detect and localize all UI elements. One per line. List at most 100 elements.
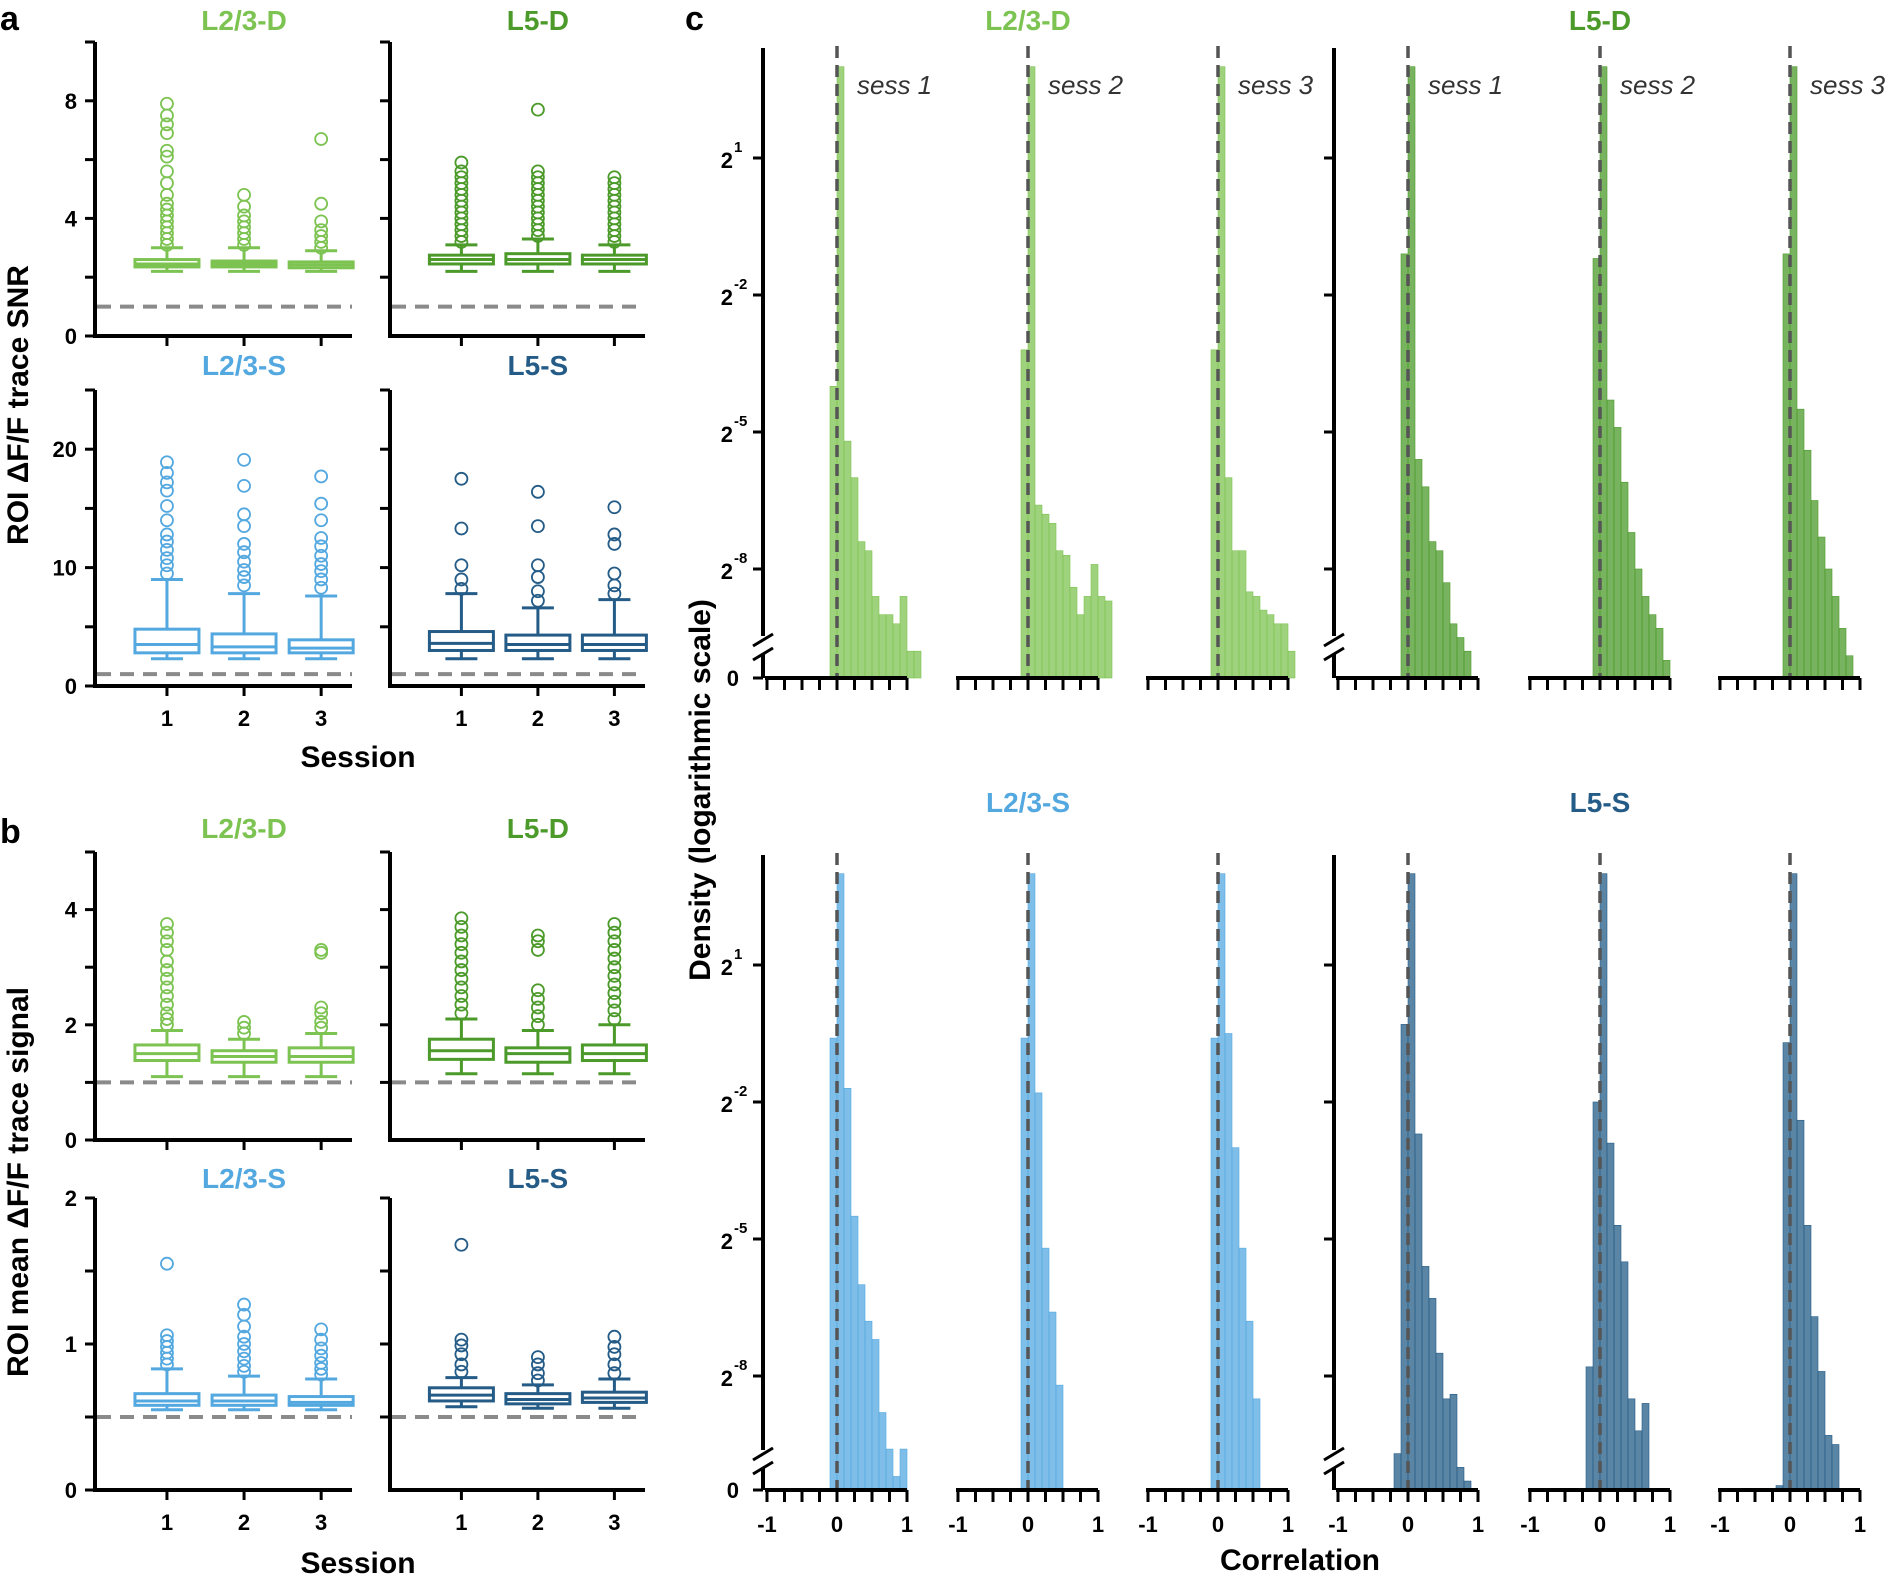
flier-point — [454, 937, 469, 952]
y-tick-exponent: 1 — [734, 139, 742, 156]
flier-point — [531, 1373, 545, 1388]
flier-point — [160, 499, 174, 513]
hist-bar — [864, 1320, 873, 1491]
hist-bar — [1796, 408, 1805, 679]
flier-point — [160, 925, 174, 940]
flier-point — [454, 170, 469, 185]
hist-bar — [913, 650, 922, 679]
panel-title: L2/3-S — [202, 1163, 286, 1194]
y-tick-exponent: -5 — [734, 1220, 747, 1237]
flier-point — [237, 1337, 251, 1351]
box-iqr — [580, 633, 648, 652]
hist-bar — [1662, 660, 1671, 679]
flier-point — [314, 223, 329, 238]
box-session-2 — [210, 187, 278, 273]
flier-point — [531, 484, 545, 499]
hist-bar — [892, 623, 901, 679]
hist-L2/3-D-sess3 — [1146, 46, 1296, 690]
flier-point — [314, 196, 329, 211]
hist-bar — [1442, 582, 1451, 679]
hist-bar — [1421, 1266, 1430, 1491]
flier-point — [531, 934, 545, 949]
flier-point — [454, 1332, 469, 1347]
panel-b-ylabel: ROI mean ΔF/F trace signal — [2, 987, 35, 1377]
panel-title: L2/3-S — [202, 350, 286, 381]
y-tick-zero: 0 — [727, 666, 739, 691]
flier-point — [314, 1006, 329, 1021]
y-tick-label: 0 — [65, 324, 77, 349]
hist-bar — [871, 1339, 880, 1491]
flier-point — [607, 578, 622, 593]
flier-point — [531, 102, 545, 117]
hist-L5-S-sess1 — [1323, 853, 1480, 1502]
x-tick-label: 0 — [1212, 1512, 1224, 1537]
flier-point — [531, 593, 545, 608]
flier-point — [237, 1015, 251, 1029]
hist-bar — [906, 650, 915, 679]
hist-bar — [1796, 1119, 1805, 1491]
hist-bar — [885, 614, 894, 679]
flier-point — [237, 1351, 251, 1366]
flier-point — [237, 545, 251, 560]
axis-break-mark — [752, 632, 774, 648]
flier-point — [160, 187, 174, 202]
hist-bar — [892, 1476, 901, 1491]
flier-point — [454, 1357, 469, 1372]
flier-point — [531, 1000, 545, 1015]
hist-bar — [1634, 568, 1643, 679]
x-tick-label: 0 — [1784, 1512, 1796, 1537]
x-tick-label: 2 — [532, 706, 544, 731]
y-tick-label: 4 — [65, 898, 78, 923]
panel-title: L2/3-D — [201, 813, 287, 844]
flier-point — [160, 934, 174, 949]
box-session-3 — [287, 943, 355, 1079]
x-tick-label: 1 — [1282, 1512, 1294, 1537]
flier-point — [531, 928, 545, 943]
hist-bar — [1831, 1444, 1840, 1491]
hist-bar — [1463, 650, 1472, 679]
flier-point — [314, 1322, 329, 1337]
box-session-1 — [133, 1256, 201, 1412]
flier-point — [531, 519, 545, 534]
hist-bar — [1585, 1366, 1594, 1491]
flier-point — [314, 214, 329, 229]
flier-point — [454, 572, 469, 587]
session-label: sess 1 — [857, 70, 932, 100]
flier-point — [607, 951, 622, 966]
y-tick-base: 2 — [721, 1092, 733, 1117]
x-tick-label: 2 — [238, 1510, 250, 1535]
hist-L2/3-S-sess3 — [1146, 853, 1290, 1502]
flier-point — [607, 1329, 622, 1344]
hist-bar — [1287, 650, 1296, 679]
hist-bar — [1428, 1298, 1437, 1491]
flier-point — [454, 971, 469, 986]
flier-point — [160, 971, 174, 986]
flier-point — [160, 963, 174, 977]
flier-point — [454, 1237, 469, 1252]
hist-bar — [857, 1284, 866, 1491]
hist-bar — [1817, 1371, 1826, 1491]
box-session-1 — [427, 471, 495, 661]
y-tick-base: 2 — [721, 955, 733, 980]
hist-bar — [1083, 596, 1092, 679]
panel-title: L5-D — [507, 813, 569, 844]
panel-title: L2/3-D — [201, 5, 287, 36]
hist-bar — [850, 477, 859, 679]
flier-point — [531, 584, 545, 599]
flier-point — [237, 554, 251, 569]
box-session-2 — [504, 928, 572, 1076]
flier-point — [237, 1329, 251, 1344]
flier-point — [607, 917, 622, 931]
x-tick-label: 3 — [315, 706, 327, 731]
hist-bar — [1627, 1398, 1636, 1491]
flier-point — [454, 1347, 469, 1362]
hist-bar — [1627, 532, 1636, 679]
hist-bar — [1245, 591, 1254, 679]
y-tick-exponent: -8 — [734, 1357, 747, 1374]
flier-point — [237, 208, 251, 223]
flier-point — [237, 537, 251, 551]
hist-bar — [1224, 1033, 1233, 1491]
hist-bar — [1034, 1092, 1043, 1491]
hist-bar — [899, 1448, 908, 1491]
